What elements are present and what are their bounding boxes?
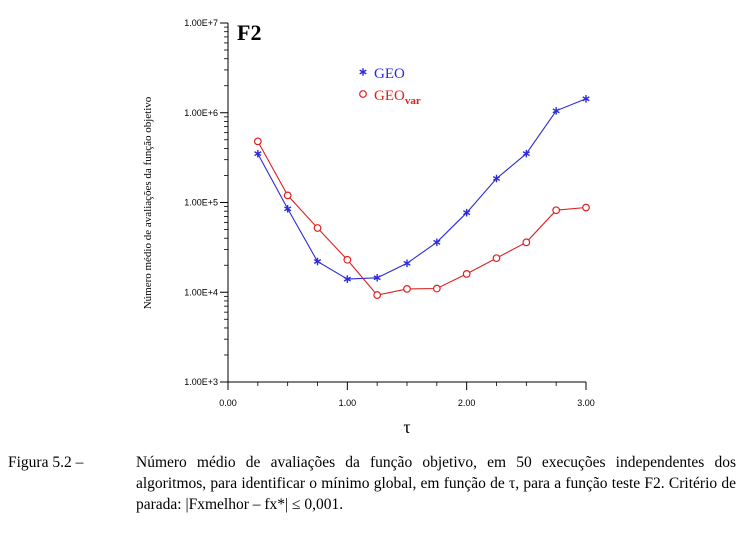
y-axis-ticks: 1.00E+3 1.00E+4 1.00E+5 1.00E+6 1.00E+7 xyxy=(184,18,228,387)
legend-item: GEO xyxy=(359,66,405,82)
x-axis-title: τ xyxy=(403,417,410,437)
data-point xyxy=(552,107,560,115)
legend-label: GEO xyxy=(374,66,405,82)
y-tick-label: 1.00E+5 xyxy=(184,198,218,208)
y-tick-label: 1.00E+4 xyxy=(184,287,218,297)
data-point xyxy=(403,259,411,268)
y-tick-label: 1.00E+7 xyxy=(184,18,218,28)
data-point xyxy=(313,257,322,266)
data-point xyxy=(343,275,351,283)
data-point xyxy=(552,206,561,215)
asterisk-stroke xyxy=(433,239,441,245)
legend: GEO GEOvar xyxy=(359,66,421,107)
asterisk-stroke xyxy=(463,210,471,216)
data-point xyxy=(522,238,531,247)
x-axis-ticks: 0.00 1.00 2.00 3.00 xyxy=(219,382,595,408)
data-point xyxy=(283,191,292,200)
data-point xyxy=(373,273,381,282)
data-point xyxy=(462,270,471,278)
legend-item: GEOvar xyxy=(359,88,421,107)
asterisk-stroke xyxy=(552,108,560,114)
asterisk-stroke xyxy=(522,151,530,157)
data-point xyxy=(492,174,501,183)
data-point xyxy=(403,284,411,293)
asterisk-stroke xyxy=(359,69,367,75)
data-point xyxy=(343,255,352,264)
y-axis-title: Número médio de avaliações da função obj… xyxy=(142,96,154,309)
axes xyxy=(227,23,586,383)
chart-title: F2 xyxy=(237,20,261,45)
legend-subscript: var xyxy=(405,95,421,107)
asterisk-stroke xyxy=(313,259,322,265)
y-tick-label: 1.00E+6 xyxy=(184,108,218,118)
data-point xyxy=(253,137,262,146)
data-point xyxy=(433,238,441,247)
x-tick-label: 0.00 xyxy=(219,398,237,408)
series-layer xyxy=(253,95,590,299)
asterisk-stroke xyxy=(284,206,292,212)
data-point xyxy=(582,95,590,103)
asterisk-stroke xyxy=(403,260,411,266)
series-geo-var xyxy=(253,137,590,299)
data-point xyxy=(254,149,262,158)
x-tick-label: 1.00 xyxy=(339,398,357,408)
caption-label: Figura 5.2 – xyxy=(8,454,84,471)
asterisk-stroke xyxy=(373,275,381,281)
asterisk-stroke xyxy=(343,276,351,282)
data-point xyxy=(582,203,590,212)
caption-text: Número médio de avaliações da função obj… xyxy=(136,454,736,513)
legend-marker xyxy=(359,68,367,76)
data-point xyxy=(313,224,322,232)
series-geo xyxy=(254,95,590,283)
asterisk-stroke xyxy=(254,151,262,157)
data-point xyxy=(492,254,501,263)
data-point xyxy=(522,149,530,158)
data-point xyxy=(432,284,441,293)
data-point xyxy=(373,291,382,299)
data-point xyxy=(463,208,471,217)
asterisk-stroke xyxy=(582,96,590,102)
x-tick-label: 3.00 xyxy=(577,398,595,408)
x-tick-label: 2.00 xyxy=(458,398,476,408)
data-point xyxy=(284,205,292,213)
y-tick-label: 1.00E+3 xyxy=(184,377,218,387)
legend-marker xyxy=(359,90,367,98)
series-line xyxy=(257,141,587,296)
asterisk-stroke xyxy=(492,176,501,182)
legend-label: GEOvar xyxy=(374,88,421,107)
chart: 1.00E+3 1.00E+4 1.00E+5 1.00E+6 1.00E+7 0.00… xyxy=(142,18,595,437)
series-line xyxy=(257,98,587,280)
